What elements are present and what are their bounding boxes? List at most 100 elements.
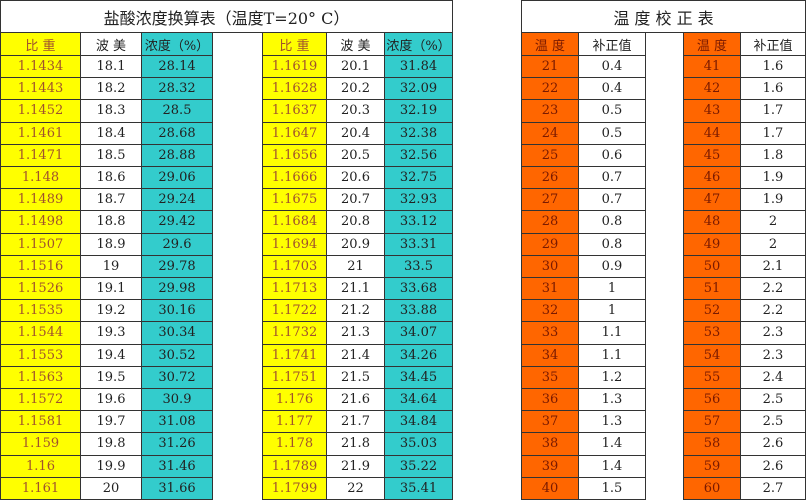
- concentration-cell: 32.75: [384, 166, 453, 190]
- temperature-cell: 52: [683, 299, 741, 323]
- specific-gravity-cell: 1.1666: [262, 166, 327, 190]
- specific-gravity-cell: 1.177: [262, 410, 327, 434]
- specific-gravity-cell: 1.1572: [0, 388, 81, 412]
- temperature-cell: 49: [683, 232, 741, 256]
- specific-gravity-cell: 1.1452: [0, 99, 81, 123]
- correction-cell: 0.7: [578, 166, 646, 190]
- specific-gravity-cell: 1.1507: [0, 232, 81, 256]
- temperature-cell: 42: [683, 77, 741, 101]
- baume-cell: 21.1: [326, 277, 385, 301]
- correction-cell: 2.6: [740, 432, 806, 456]
- baume-cell: 19: [80, 254, 142, 278]
- baume-cell: 20.1: [326, 55, 385, 79]
- specific-gravity-cell: 1.1694: [262, 232, 327, 256]
- column-header: 比 重: [0, 32, 81, 56]
- correction-cell: 1.1: [578, 343, 646, 367]
- specific-gravity-cell: 1.1581: [0, 410, 81, 434]
- correction-cell: 0.5: [578, 99, 646, 123]
- specific-gravity-cell: 1.176: [262, 388, 327, 412]
- correction-cell: 2.3: [740, 321, 806, 345]
- correction-cell: 2.5: [740, 388, 806, 412]
- baume-cell: 20.2: [326, 77, 385, 101]
- concentration-cell: 34.64: [384, 388, 453, 412]
- baume-cell: 20: [80, 476, 142, 500]
- baume-cell: 19.7: [80, 410, 142, 434]
- column-header: 温 度: [521, 32, 579, 56]
- column-header: 浓度（%）: [141, 32, 213, 56]
- temperature-cell: 59: [683, 454, 741, 478]
- correction-cell: 1.4: [578, 432, 646, 456]
- baume-cell: 18.2: [80, 77, 142, 101]
- baume-cell: 19.8: [80, 432, 142, 456]
- correction-cell: 0.8: [578, 210, 646, 234]
- specific-gravity-cell: 1.1741: [262, 343, 327, 367]
- baume-cell: 18.6: [80, 166, 142, 190]
- column-header: 补正值: [740, 32, 806, 56]
- specific-gravity-cell: 1.1789: [262, 454, 327, 478]
- temperature-cell: 46: [683, 166, 741, 190]
- correction-cell: 2.2: [740, 299, 806, 323]
- correction-cell: 1.4: [578, 454, 646, 478]
- baume-cell: 19.1: [80, 277, 142, 301]
- concentration-cell: 28.14: [141, 55, 213, 79]
- specific-gravity-cell: 1.148: [0, 166, 81, 190]
- baume-cell: 18.9: [80, 232, 142, 256]
- temperature-cell: 21: [521, 55, 579, 79]
- baume-cell: 18.4: [80, 121, 142, 145]
- concentration-cell: 29.78: [141, 254, 213, 278]
- baume-cell: 20.4: [326, 121, 385, 145]
- temperature-cell: 57: [683, 410, 741, 434]
- correction-cell: 1.8: [740, 143, 806, 167]
- specific-gravity-cell: 1.1516: [0, 254, 81, 278]
- correction-cell: 2: [740, 232, 806, 256]
- temperature-cell: 48: [683, 210, 741, 234]
- temperature-cell: 29: [521, 232, 579, 256]
- temperature-cell: 44: [683, 121, 741, 145]
- correction-cell: 0.6: [578, 143, 646, 167]
- baume-cell: 21.6: [326, 388, 385, 412]
- correction-cell: 1.5: [578, 476, 646, 500]
- specific-gravity-cell: 1.1489: [0, 188, 81, 212]
- temperature-cell: 35: [521, 365, 579, 389]
- concentration-cell: 35.03: [384, 432, 453, 456]
- specific-gravity-cell: 1.1563: [0, 365, 81, 389]
- baume-cell: 20.5: [326, 143, 385, 167]
- concentration-cell: 33.88: [384, 299, 453, 323]
- specific-gravity-cell: 1.1619: [262, 55, 327, 79]
- concentration-cell: 34.45: [384, 365, 453, 389]
- correction-cell: 1.3: [578, 388, 646, 412]
- correction-cell: 2.5: [740, 410, 806, 434]
- baume-cell: 19.2: [80, 299, 142, 323]
- column-header: 波 美: [326, 32, 385, 56]
- temperature-cell: 27: [521, 188, 579, 212]
- specific-gravity-cell: 1.161: [0, 476, 81, 500]
- specific-gravity-cell: 1.1722: [262, 299, 327, 323]
- concentration-cell: 32.38: [384, 121, 453, 145]
- concentration-cell: 30.34: [141, 321, 213, 345]
- correction-cell: 1.9: [740, 166, 806, 190]
- baume-cell: 20.8: [326, 210, 385, 234]
- concentration-cell: 32.09: [384, 77, 453, 101]
- concentration-cell: 35.41: [384, 476, 453, 500]
- baume-cell: 19.6: [80, 388, 142, 412]
- concentration-cell: 34.26: [384, 343, 453, 367]
- concentration-cell: 31.26: [141, 432, 213, 456]
- temperature-cell: 54: [683, 343, 741, 367]
- baume-cell: 19.9: [80, 454, 142, 478]
- concentration-cell: 29.98: [141, 277, 213, 301]
- baume-cell: 18.5: [80, 143, 142, 167]
- concentration-cell: 32.19: [384, 99, 453, 123]
- baume-cell: 21.3: [326, 321, 385, 345]
- concentration-cell: 28.68: [141, 121, 213, 145]
- specific-gravity-cell: 1.16: [0, 454, 81, 478]
- temperature-cell: 36: [521, 388, 579, 412]
- specific-gravity-cell: 1.1656: [262, 143, 327, 167]
- column-header: 温 度: [683, 32, 741, 56]
- table-title: 盐酸浓度换算表（温度T=20° C）: [0, 0, 453, 33]
- specific-gravity-cell: 1.1628: [262, 77, 327, 101]
- temperature-cell: 26: [521, 166, 579, 190]
- correction-cell: 1.6: [740, 77, 806, 101]
- temperature-cell: 22: [521, 77, 579, 101]
- correction-cell: 1.1: [578, 321, 646, 345]
- baume-cell: 18.7: [80, 188, 142, 212]
